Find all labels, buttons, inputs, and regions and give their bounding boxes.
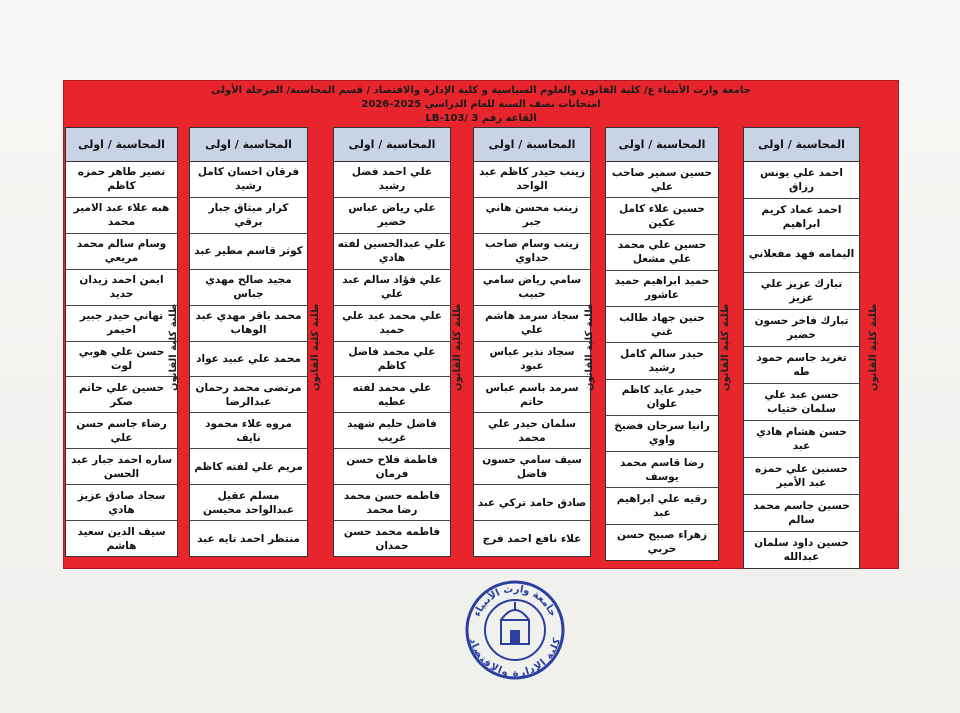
student-column: المحاسبة / اولى زينب حيدر كاظم عبد الواحد…: [473, 127, 591, 557]
student-name-cell: سامي رياض سامي حبيب: [474, 270, 590, 306]
student-name-cell: فاطمه محمد حسن حمدان: [343, 525, 441, 552]
side-label: طلبة كلية القانون: [452, 303, 463, 391]
student-name-cell: رضاء جاسم حسن علي: [66, 413, 177, 450]
student-name-cell: فاطمة فلاح حسن فرمان: [334, 449, 450, 486]
student-name-cell: تهاني حيدر جبير احيمر: [66, 306, 177, 342]
student-name-cell: ايمن احمد زيدان حديد: [66, 270, 177, 306]
student-name-cell: اليمامه فهد مفعلاني: [744, 236, 859, 273]
student-name-cell: علي رياض عباس خضير: [334, 198, 450, 234]
side-label: طلبة كلية القانون: [310, 303, 321, 391]
student-name-cell: حسين جاسم محمد سالم: [744, 495, 859, 532]
student-name-cell: تبارك فاخر حسون خضير: [744, 310, 859, 347]
student-name-cell: رانيا سرحان فضيخ واوي: [606, 416, 718, 453]
column-header: المحاسبة / اولى: [334, 128, 450, 162]
header-title: جامعة وارث الأنبياء ع/ كلية القانون والع…: [211, 85, 751, 96]
student-name-cell: علي محمد عبد علي حميد: [334, 306, 450, 342]
student-name-cell: مرتضى محمد رحمان عبدالرضا: [190, 377, 307, 414]
student-name-cell: علي محمد فاضل كاظم: [334, 342, 450, 378]
student-column: المحاسبة / اولى نصير طاهر حمزه كاظم هبه عل…: [65, 127, 178, 557]
student-name-cell: احمد عماد كريم ابراهيم: [744, 199, 859, 236]
student-name-cell: حميد ابراهيم حميد عاشور: [606, 271, 718, 308]
student-column: المحاسبة / اولى علي احمد فضل رشيد علي رياض…: [333, 127, 451, 557]
university-stamp: جامعة وارث الأنبياء كلية الإدارة والاقتص…: [465, 580, 565, 680]
svg-text:جامعة وارث الأنبياء: جامعة وارث الأنبياء: [472, 584, 558, 619]
column-header: المحاسبة / اولى: [744, 128, 859, 162]
student-column: المحاسبة / اولى احمد علي يونس رزاق احمد عم…: [743, 127, 860, 569]
student-name-cell: حسين علي محمد علي مشعل: [606, 235, 718, 271]
student-name-cell: رضا قاسم محمد يوسف: [606, 452, 718, 489]
student-name-cell: حسين داود سلمان عبدالله: [754, 537, 849, 563]
student-name-cell: علاء نافع احمد فرج: [482, 532, 582, 545]
student-name-cell: حسنين علي حمزه عبد الأمير: [744, 458, 859, 495]
student-name-cell: مسلم عقيل عبدالواحد محيسن: [190, 485, 307, 522]
header-exam-year: امتحانات نصف السنة للعام الدراسي 2025-20…: [361, 99, 601, 110]
student-name-cell: مجيد صالح مهدي جباس: [190, 270, 307, 306]
column-header: المحاسبة / اولى: [474, 128, 590, 162]
student-name-cell: فاضل حليم شهيد غريب: [334, 413, 450, 450]
student-name-cell: علي عبدالحسين لفته هادي: [334, 234, 450, 270]
seating-sheet: جامعة وارث الأنبياء ع/ كلية القانون والع…: [63, 80, 899, 569]
student-name-cell: سلمان حيدر علي محمد: [474, 413, 590, 450]
student-name-cell: حسن عبد علي سلمان ختياب: [744, 384, 859, 421]
student-name-cell: حيدر سالم كامل رشيد: [606, 343, 718, 380]
side-label: طلبة كلية القانون: [584, 303, 595, 391]
student-name-cell: منتظر احمد تايه عبد: [197, 532, 300, 545]
student-name-cell: محمد علي عبيد عواد: [190, 342, 307, 378]
student-column: المحاسبة / اولى حسين سمير صاحب علي حسين عل…: [605, 127, 719, 561]
student-name-cell: سرمد باسم عباس حاتم: [474, 377, 590, 414]
sheet-header: جامعة وارث الأنبياء ع/ كلية القانون والع…: [64, 81, 898, 127]
student-name-cell: ساره احمد جبار عبد الحسن: [66, 449, 177, 486]
side-label: طلبة كلية القانون: [720, 303, 731, 391]
student-name-cell: نصير طاهر حمزه كاظم: [66, 162, 177, 198]
student-name-cell: حسن علي هوبي لوت: [66, 342, 177, 378]
student-name-cell: كرار ميثاق جبار برقي: [190, 198, 307, 234]
header-room: القاعة رقم 3 /LB-103: [425, 113, 537, 124]
student-name-cell: زينب وسام صاحب حداوي: [474, 234, 590, 270]
student-name-cell: تغريد جاسم حمود طه: [744, 347, 859, 384]
stamp-top-text: جامعة وارث الأنبياء: [472, 584, 558, 619]
student-name-cell: حسين سمير صاحب علي: [606, 162, 718, 199]
student-name-cell: حسن هشام هادي عبد: [744, 421, 859, 458]
student-name-cell: وسام سالم محمد مريعي: [66, 234, 177, 270]
student-name-cell: سجاد صادق عزيز هادي: [66, 485, 177, 522]
student-name-cell: كوثر قاسم مطير عبد: [190, 234, 307, 270]
student-name-cell: حنين جهاد طالب غني: [606, 307, 718, 344]
side-label: طلبة كلية القانون: [168, 303, 179, 391]
student-name-cell: زينب حيدر كاظم عبد الواحد: [474, 162, 590, 198]
student-name-cell: فاطمه حسن محمد رضا محمد: [334, 485, 450, 522]
student-name-cell: احمد علي يونس رزاق: [744, 162, 859, 199]
student-name-cell: رقيه علي ابراهيم عبد: [606, 488, 718, 525]
student-column: المحاسبة / اولى فرقان احسان كامل رشيد كرار…: [189, 127, 308, 557]
student-name-cell: حيدر عايد كاظم علوان: [606, 380, 718, 416]
column-header: المحاسبة / اولى: [66, 128, 177, 162]
column-header: المحاسبة / اولى: [190, 128, 307, 162]
student-name-cell: صادق حامد تركي عبد: [474, 485, 590, 522]
student-name-cell: علي محمد لفته عطيه: [334, 377, 450, 414]
student-name-cell: سجاد سرمد هاشم علي: [474, 306, 590, 342]
student-name-cell: علي احمد فضل رشيد: [334, 162, 450, 198]
student-name-cell: مريم علي لفته كاظم: [190, 449, 307, 486]
student-name-cell: زينب محسن هاني جبر: [474, 198, 590, 234]
student-name-cell: سيف الدين سعيد هاشم: [77, 525, 166, 552]
side-label: طلبة كلية القانون: [868, 303, 879, 391]
student-name-cell: حسين علي حاتم صكر: [66, 377, 177, 414]
student-name-cell: تبارك عزيز علي عزيز: [744, 273, 859, 310]
student-name-cell: زهراء صبيح حسن حربي: [616, 529, 708, 556]
student-name-cell: سجاد نذير عباس عبود: [474, 342, 590, 378]
student-name-cell: علي فؤاد سالم عبد علي: [334, 270, 450, 306]
student-name-cell: محمد باقر مهدي عبد الوهاب: [190, 306, 307, 342]
student-name-cell: حسين علاء كامل عكين: [606, 198, 718, 235]
student-name-cell: هبه علاء عبد الامير محمد: [66, 198, 177, 234]
student-name-cell: سيف سامي حسون فاضل: [474, 449, 590, 486]
column-header: المحاسبة / اولى: [606, 128, 718, 162]
student-name-cell: فرقان احسان كامل رشيد: [190, 162, 307, 198]
student-name-cell: مروه علاء محمود نايف: [190, 413, 307, 450]
columns-area: المحاسبة / اولى احمد علي يونس رزاق احمد عم…: [64, 127, 898, 569]
